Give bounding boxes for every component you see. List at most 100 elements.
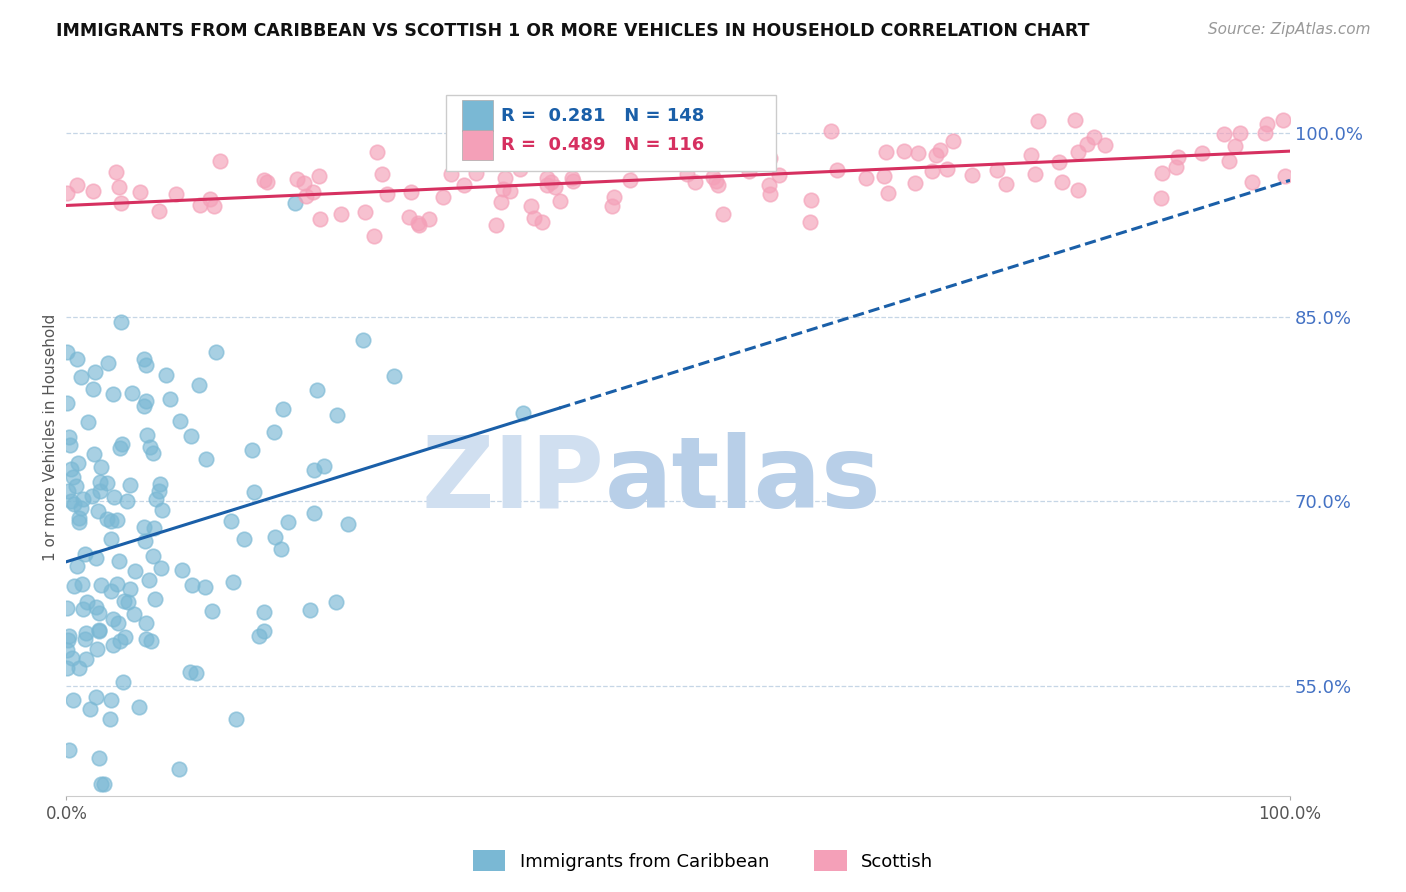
Point	[707, 178, 730, 192]
Point	[87, 624, 110, 638]
Point	[352, 334, 374, 348]
Point	[399, 185, 422, 199]
Point	[86, 642, 108, 657]
Point	[247, 630, 270, 644]
Point	[100, 584, 122, 599]
Point	[621, 157, 644, 171]
FancyBboxPatch shape	[446, 95, 776, 171]
Point	[59, 494, 82, 508]
Point	[308, 169, 330, 184]
Point	[58, 743, 80, 757]
Point	[325, 595, 347, 609]
Point	[256, 175, 278, 189]
Point	[159, 392, 181, 406]
Point	[1225, 139, 1247, 153]
Point	[232, 532, 254, 546]
Point	[70, 501, 93, 516]
Point	[530, 215, 553, 229]
Point	[1083, 130, 1105, 145]
Point	[271, 402, 294, 417]
Point	[586, 153, 609, 167]
Point	[198, 192, 221, 206]
Point	[66, 178, 89, 192]
Text: Source: ZipAtlas.com: Source: ZipAtlas.com	[1208, 22, 1371, 37]
Point	[432, 190, 454, 204]
Point	[121, 385, 143, 400]
Point	[1272, 113, 1295, 128]
Point	[180, 429, 202, 443]
Point	[66, 352, 89, 367]
Point	[711, 206, 734, 220]
Point	[921, 164, 943, 178]
Point	[84, 365, 107, 379]
Point	[108, 634, 131, 648]
Point	[184, 665, 207, 680]
Point	[69, 370, 91, 384]
Point	[408, 218, 430, 232]
Point	[170, 563, 193, 577]
Point	[302, 507, 325, 521]
Point	[520, 199, 543, 213]
Legend: Immigrants from Caribbean, Scottish: Immigrants from Caribbean, Scottish	[465, 843, 941, 879]
Point	[903, 176, 925, 190]
Point	[240, 443, 263, 458]
Point	[63, 579, 86, 593]
Point	[561, 174, 583, 188]
Point	[155, 368, 177, 383]
Point	[1274, 169, 1296, 183]
Point	[135, 615, 157, 630]
Point	[124, 564, 146, 578]
Point	[139, 440, 162, 454]
Point	[494, 170, 516, 185]
Point	[509, 161, 531, 176]
Point	[98, 712, 121, 726]
Point	[600, 198, 623, 212]
Point	[371, 167, 394, 181]
Point	[87, 504, 110, 518]
Point	[491, 194, 513, 209]
Point	[101, 638, 124, 652]
Point	[312, 459, 335, 474]
Point	[96, 512, 118, 526]
Point	[876, 186, 898, 201]
Point	[56, 186, 79, 200]
Point	[187, 377, 209, 392]
Point	[76, 415, 98, 429]
Point	[56, 643, 79, 657]
Point	[134, 533, 156, 548]
Point	[685, 176, 707, 190]
Point	[1063, 113, 1085, 128]
Point	[488, 153, 510, 168]
Point	[398, 210, 420, 224]
Point	[58, 629, 80, 643]
Point	[758, 186, 780, 201]
Point	[55, 600, 77, 615]
Point	[936, 162, 959, 177]
Point	[89, 475, 111, 489]
Point	[800, 194, 823, 208]
Point	[485, 218, 508, 232]
Point	[1167, 149, 1189, 163]
Point	[107, 179, 129, 194]
Point	[105, 577, 128, 591]
Point	[66, 456, 89, 470]
Point	[704, 174, 727, 188]
Point	[855, 171, 877, 186]
Point	[336, 516, 359, 531]
Point	[149, 477, 172, 491]
Point	[150, 560, 173, 574]
Point	[129, 185, 152, 199]
Point	[60, 462, 83, 476]
Point	[270, 542, 292, 557]
Point	[873, 169, 896, 184]
Point	[994, 177, 1017, 191]
Point	[1218, 154, 1240, 169]
Point	[111, 436, 134, 450]
Point	[758, 178, 780, 193]
Point	[492, 182, 515, 196]
Point	[285, 172, 308, 186]
Point	[65, 479, 87, 493]
Point	[693, 129, 716, 144]
Point	[418, 211, 440, 226]
Point	[56, 345, 79, 359]
